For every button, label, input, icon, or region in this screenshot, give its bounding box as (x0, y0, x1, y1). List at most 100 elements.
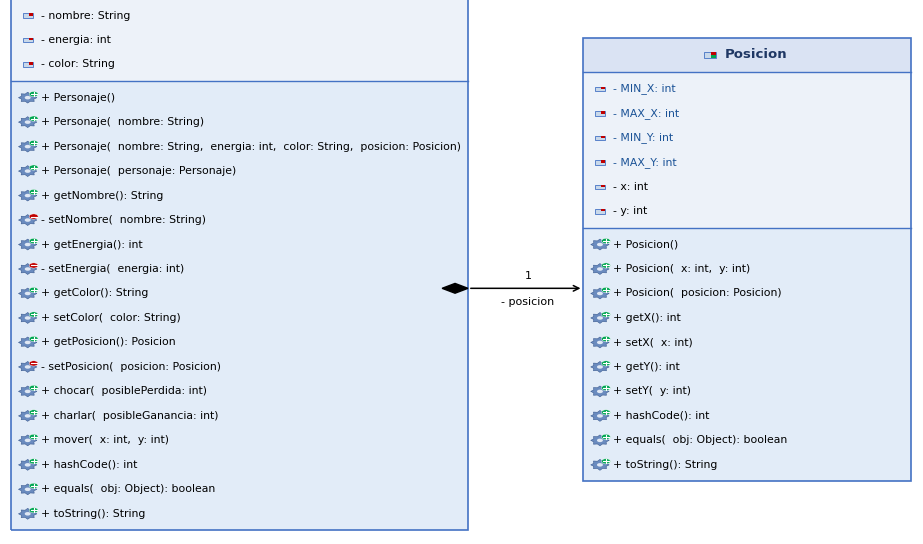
Bar (11, 0, 468, 81)
Text: 1: 1 (524, 271, 532, 281)
Circle shape (25, 316, 30, 320)
Polygon shape (18, 264, 37, 275)
Circle shape (25, 267, 30, 271)
Text: - setPosicion(  posicion: Posicion): - setPosicion( posicion: Posicion) (41, 362, 221, 372)
Bar (594, 135, 605, 140)
Circle shape (30, 165, 38, 170)
Bar (712, 52, 716, 55)
Circle shape (25, 145, 30, 149)
Circle shape (602, 434, 610, 440)
Circle shape (25, 341, 30, 344)
Circle shape (602, 336, 610, 342)
Text: + Personaje(  personaje: Personaje): + Personaje( personaje: Personaje) (41, 166, 236, 176)
Circle shape (30, 459, 38, 464)
Text: + setColor(  color: String): + setColor( color: String) (41, 313, 180, 323)
Circle shape (597, 438, 603, 442)
Circle shape (30, 91, 38, 97)
Circle shape (25, 438, 30, 442)
Text: - MIN_Y: int: - MIN_Y: int (613, 132, 673, 144)
Polygon shape (591, 435, 609, 446)
Circle shape (25, 218, 30, 222)
Text: - setNombre(  nombre: String): - setNombre( nombre: String) (41, 215, 206, 225)
Circle shape (597, 414, 603, 418)
Polygon shape (18, 117, 37, 128)
Text: + getColor(): String: + getColor(): String (41, 288, 148, 299)
Circle shape (602, 263, 610, 268)
Text: + toString(): String: + toString(): String (613, 460, 717, 470)
Circle shape (602, 287, 610, 293)
Text: - x: int: - x: int (613, 182, 648, 192)
Circle shape (25, 390, 30, 393)
Polygon shape (591, 239, 609, 250)
Polygon shape (591, 362, 609, 373)
Polygon shape (18, 509, 37, 520)
Text: + Personaje(  nombre: String,  energia: int,  color: String,  posicion: Posicion: + Personaje( nombre: String, energia: in… (41, 141, 461, 152)
Bar (22, 38, 32, 42)
Polygon shape (18, 484, 37, 495)
Polygon shape (18, 337, 37, 348)
Circle shape (30, 336, 38, 342)
Circle shape (30, 483, 38, 489)
Text: + getEnergia(): int: + getEnergia(): int (41, 239, 142, 250)
Text: - nombre: String: - nombre: String (41, 10, 130, 21)
Circle shape (25, 463, 30, 467)
Bar (583, 72, 911, 228)
Polygon shape (18, 190, 37, 201)
Circle shape (30, 263, 38, 268)
Bar (594, 209, 605, 214)
Bar (601, 184, 605, 187)
Circle shape (25, 512, 30, 516)
Bar (583, 38, 911, 72)
Circle shape (25, 194, 30, 197)
Circle shape (30, 385, 38, 391)
Polygon shape (18, 313, 37, 324)
Circle shape (25, 120, 30, 124)
Polygon shape (18, 362, 37, 373)
Text: - MAX_Y: int: - MAX_Y: int (613, 157, 677, 168)
Circle shape (25, 292, 30, 295)
Text: - posicion: - posicion (501, 297, 555, 307)
Text: + chocar(  posiblePerdida: int): + chocar( posiblePerdida: int) (41, 386, 207, 397)
Circle shape (30, 116, 38, 121)
Text: + getNombre(): String: + getNombre(): String (41, 190, 163, 201)
Bar (601, 209, 605, 212)
Text: - MAX_X: int: - MAX_X: int (613, 108, 679, 119)
Bar (601, 111, 605, 114)
Polygon shape (18, 92, 37, 103)
Bar (704, 52, 716, 58)
Polygon shape (591, 337, 609, 348)
Bar (594, 160, 605, 165)
Text: + equals(  obj: Object): boolean: + equals( obj: Object): boolean (613, 435, 787, 446)
Circle shape (30, 238, 38, 244)
Bar (29, 62, 32, 65)
Text: - energia: int: - energia: int (41, 35, 111, 45)
Circle shape (602, 312, 610, 317)
Bar (583, 228, 911, 481)
Circle shape (30, 140, 38, 146)
Text: + Personaje(  nombre: String): + Personaje( nombre: String) (41, 117, 204, 127)
Bar (22, 13, 32, 18)
Text: - MIN_X: int: - MIN_X: int (613, 83, 676, 95)
Circle shape (602, 385, 610, 391)
Bar (601, 135, 605, 138)
Circle shape (30, 361, 38, 366)
Text: + equals(  obj: Object): boolean: + equals( obj: Object): boolean (41, 484, 215, 494)
Circle shape (25, 243, 30, 246)
Bar (583, 38, 911, 481)
Circle shape (602, 410, 610, 415)
Text: Posicion: Posicion (725, 48, 787, 61)
Text: + toString(): String: + toString(): String (41, 509, 145, 519)
Circle shape (597, 463, 603, 467)
Polygon shape (591, 264, 609, 275)
Circle shape (25, 96, 30, 100)
Bar (11, 81, 468, 530)
Circle shape (30, 189, 38, 195)
Circle shape (25, 365, 30, 369)
Circle shape (597, 267, 603, 271)
Bar (29, 38, 32, 40)
Text: + Personaje(): + Personaje() (41, 92, 114, 103)
Circle shape (602, 459, 610, 464)
Circle shape (602, 238, 610, 244)
Text: - setEnergia(  energia: int): - setEnergia( energia: int) (41, 264, 184, 274)
Bar (594, 184, 605, 189)
